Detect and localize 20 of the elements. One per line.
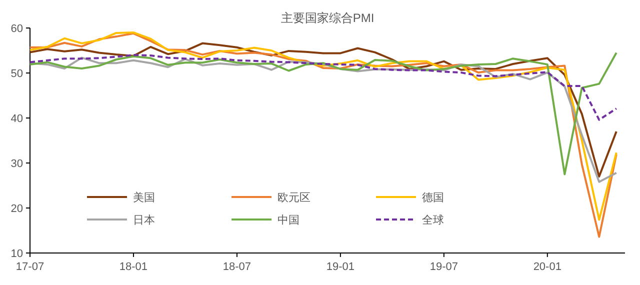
y-tick-label: 60 — [10, 23, 23, 35]
y-tick-label: 20 — [10, 203, 23, 215]
y-tick-label: 40 — [10, 113, 23, 125]
legend-label: 德国 — [422, 192, 444, 204]
y-tick-label: 30 — [10, 158, 23, 170]
legend-label: 美国 — [133, 191, 155, 204]
chart-title: 主要国家综合PMI — [280, 11, 374, 25]
legend-label: 中国 — [278, 214, 300, 226]
x-tick-label: 18-07 — [222, 261, 252, 273]
y-tick-label: 50 — [10, 68, 23, 80]
x-tick-label: 20-01 — [533, 261, 562, 273]
line-series — [29, 54, 618, 121]
y-tick-label: 10 — [10, 248, 23, 260]
x-tick-label: 17-07 — [16, 261, 44, 273]
legend-label: 日本 — [133, 214, 155, 226]
legend-label: 全球 — [422, 214, 444, 226]
x-tick-label: 18-01 — [119, 261, 148, 273]
legend-label: 欧元区 — [278, 192, 310, 204]
x-tick-label: 19-01 — [326, 261, 355, 273]
x-tick-label: 19-07 — [430, 261, 458, 273]
